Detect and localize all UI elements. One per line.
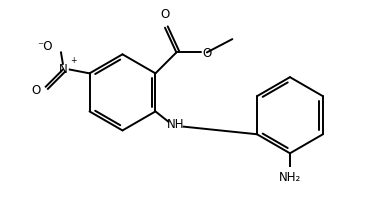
Text: N: N [58, 63, 67, 76]
Text: +: + [70, 56, 76, 65]
Text: NH₂: NH₂ [279, 171, 301, 184]
Text: ⁻O: ⁻O [37, 40, 53, 53]
Text: O: O [31, 84, 40, 97]
Text: O: O [160, 8, 170, 21]
Text: O: O [202, 47, 211, 60]
Text: NH: NH [167, 118, 184, 131]
